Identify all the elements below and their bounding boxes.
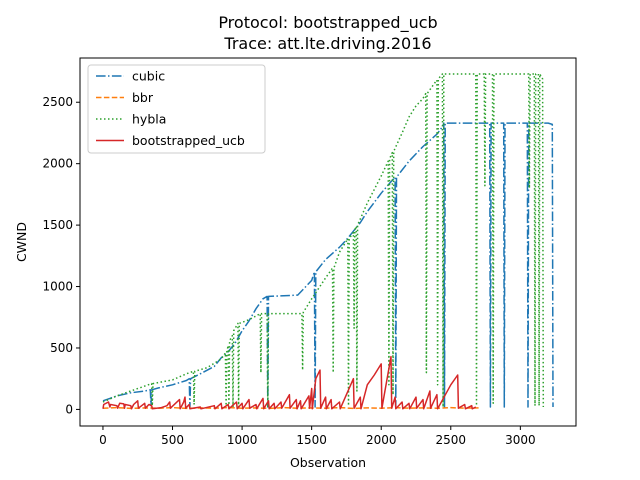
- y-tick-label: 2000: [42, 157, 73, 171]
- legend-label: hybla: [132, 112, 166, 127]
- x-tick-label: 2500: [436, 433, 467, 447]
- legend-label: bootstrapped_ucb: [132, 133, 245, 148]
- y-tick-label: 1000: [42, 280, 73, 294]
- legend-box: [87, 64, 266, 154]
- x-axis: 0 500 1000 1500 2000 2500 3000: [99, 426, 536, 447]
- x-tick-label: 1000: [227, 433, 258, 447]
- series-line-bootstrapped-ucb: [102, 355, 477, 410]
- y-tick-label: 2500: [42, 95, 73, 109]
- x-tick-label: 1500: [296, 433, 327, 447]
- x-tick-label: 3000: [505, 433, 536, 447]
- y-axis: 0 500 1000 1500 2000 2500: [42, 95, 80, 416]
- x-tick-label: 0: [99, 433, 107, 447]
- series-layer: [102, 73, 554, 410]
- series-line-hybla: [102, 73, 545, 408]
- y-tick-label: 500: [50, 341, 73, 355]
- x-tick-label: 500: [161, 433, 184, 447]
- plot-area-frame: [79, 57, 577, 427]
- chart-title-line2: Trace: att.lte.driving.2016: [223, 34, 431, 53]
- y-axis-label: CWND: [14, 222, 29, 262]
- x-axis-label: Observation: [290, 455, 366, 470]
- legend: cubic bbr hybla bootstrapped_ucb: [87, 64, 266, 154]
- legend-label: bbr: [132, 90, 154, 105]
- y-tick-label: 1500: [42, 218, 73, 232]
- legend-label: cubic: [132, 69, 165, 84]
- x-tick-label: 2000: [366, 433, 397, 447]
- chart-title-line1: Protocol: bootstrapped_ucb: [218, 13, 437, 33]
- series-line-cubic: [102, 122, 554, 408]
- y-tick-label: 0: [65, 402, 73, 416]
